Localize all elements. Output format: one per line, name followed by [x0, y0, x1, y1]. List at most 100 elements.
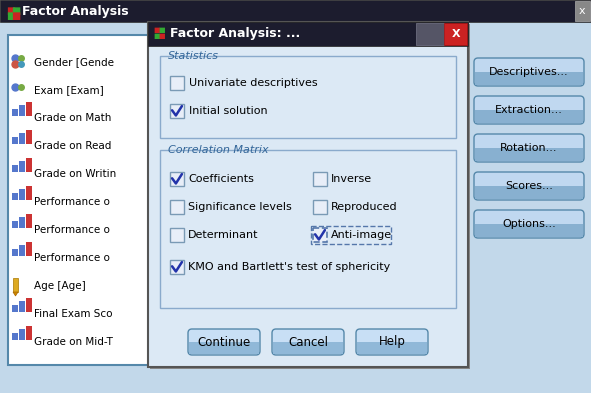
Text: Reproduced: Reproduced	[331, 202, 398, 212]
Text: Initial solution: Initial solution	[189, 106, 268, 116]
Text: ■: ■	[6, 6, 15, 16]
Bar	[273, 342, 343, 354]
Polygon shape	[13, 292, 18, 296]
Bar	[26, 102, 32, 116]
FancyBboxPatch shape	[474, 134, 584, 162]
Bar	[26, 298, 32, 312]
Text: Univariate descriptives: Univariate descriptives	[189, 78, 317, 88]
Bar	[12, 305, 18, 312]
Bar	[8, 35, 170, 365]
Bar	[26, 186, 32, 200]
Bar	[148, 22, 468, 46]
Text: Extraction...: Extraction...	[495, 105, 563, 115]
Bar	[170, 104, 184, 118]
Bar	[12, 221, 18, 228]
Text: ■: ■	[153, 27, 160, 33]
FancyBboxPatch shape	[474, 172, 584, 200]
Text: Options...: Options...	[502, 219, 556, 229]
Text: Continue: Continue	[197, 336, 251, 349]
Text: Inverse: Inverse	[331, 174, 372, 184]
Bar	[170, 200, 184, 214]
Text: Grade on Mid-T: Grade on Mid-T	[34, 337, 113, 347]
Bar	[313, 228, 327, 242]
Bar	[19, 329, 25, 340]
Text: Coefficients: Coefficients	[188, 174, 254, 184]
Bar	[444, 23, 467, 45]
Bar	[19, 217, 25, 228]
Bar	[170, 172, 184, 186]
Text: Performance o: Performance o	[34, 225, 110, 235]
Bar	[475, 72, 583, 85]
FancyBboxPatch shape	[474, 96, 584, 124]
Bar	[0, 0, 591, 22]
Text: Grade on Read: Grade on Read	[34, 141, 111, 151]
Text: Factor Analysis: ...: Factor Analysis: ...	[170, 28, 300, 40]
Text: Anti-image: Anti-image	[331, 230, 392, 240]
Bar	[19, 301, 25, 312]
FancyBboxPatch shape	[474, 210, 584, 238]
Text: Help: Help	[379, 336, 405, 349]
Bar	[26, 214, 32, 228]
Bar	[19, 105, 25, 116]
Bar	[19, 161, 25, 172]
Bar	[170, 260, 184, 274]
Bar	[150, 24, 470, 369]
Text: Rotation...: Rotation...	[500, 143, 558, 153]
Text: ■: ■	[11, 6, 20, 16]
Bar	[26, 130, 32, 144]
Text: Statistics: Statistics	[168, 51, 219, 61]
Bar	[12, 193, 18, 200]
Bar	[148, 22, 468, 367]
Text: ■: ■	[158, 33, 165, 39]
Text: x: x	[579, 6, 585, 16]
Text: X: X	[452, 29, 460, 39]
FancyBboxPatch shape	[356, 329, 428, 355]
Text: Determinant: Determinant	[188, 230, 258, 240]
Text: Factor Analysis: Factor Analysis	[22, 4, 129, 18]
Bar	[26, 242, 32, 256]
FancyBboxPatch shape	[188, 329, 260, 355]
Text: Scores...: Scores...	[505, 181, 553, 191]
Text: ■: ■	[158, 27, 165, 33]
Text: Performance o: Performance o	[34, 197, 110, 207]
Bar	[575, 1, 590, 21]
Bar	[170, 76, 184, 90]
Text: Correlation Matrix: Correlation Matrix	[168, 145, 269, 155]
Bar	[160, 56, 456, 138]
Bar	[12, 137, 18, 144]
Bar	[475, 186, 583, 199]
Text: Gender [Gende: Gender [Gende	[34, 57, 114, 67]
Bar	[475, 110, 583, 123]
Text: ■: ■	[6, 11, 15, 21]
Bar	[19, 189, 25, 200]
Bar	[189, 342, 259, 354]
Bar	[313, 200, 327, 214]
Bar	[416, 23, 444, 45]
Bar	[475, 148, 583, 162]
Bar	[12, 249, 18, 256]
Text: Age [Age]: Age [Age]	[34, 281, 86, 291]
Text: ■: ■	[11, 11, 20, 21]
Bar	[12, 165, 18, 172]
Text: Grade on Writin: Grade on Writin	[34, 169, 116, 179]
Text: Descriptives...: Descriptives...	[489, 67, 569, 77]
Bar	[12, 333, 18, 340]
Bar	[357, 342, 427, 354]
Bar	[26, 326, 32, 340]
Bar	[313, 172, 327, 186]
FancyBboxPatch shape	[272, 329, 344, 355]
Bar	[19, 133, 25, 144]
Text: Final Exam Sco: Final Exam Sco	[34, 309, 112, 319]
Text: Significance levels: Significance levels	[188, 202, 292, 212]
Bar	[19, 245, 25, 256]
FancyBboxPatch shape	[474, 58, 584, 86]
Bar	[170, 228, 184, 242]
Text: Grade on Math: Grade on Math	[34, 113, 111, 123]
Text: ■: ■	[153, 33, 160, 39]
Text: Performance o: Performance o	[34, 253, 110, 263]
Bar	[311, 226, 391, 244]
Bar	[160, 150, 456, 308]
Bar	[26, 158, 32, 172]
Text: KMO and Bartlett's test of sphericity: KMO and Bartlett's test of sphericity	[188, 262, 390, 272]
Text: Exam [Exam]: Exam [Exam]	[34, 85, 104, 95]
